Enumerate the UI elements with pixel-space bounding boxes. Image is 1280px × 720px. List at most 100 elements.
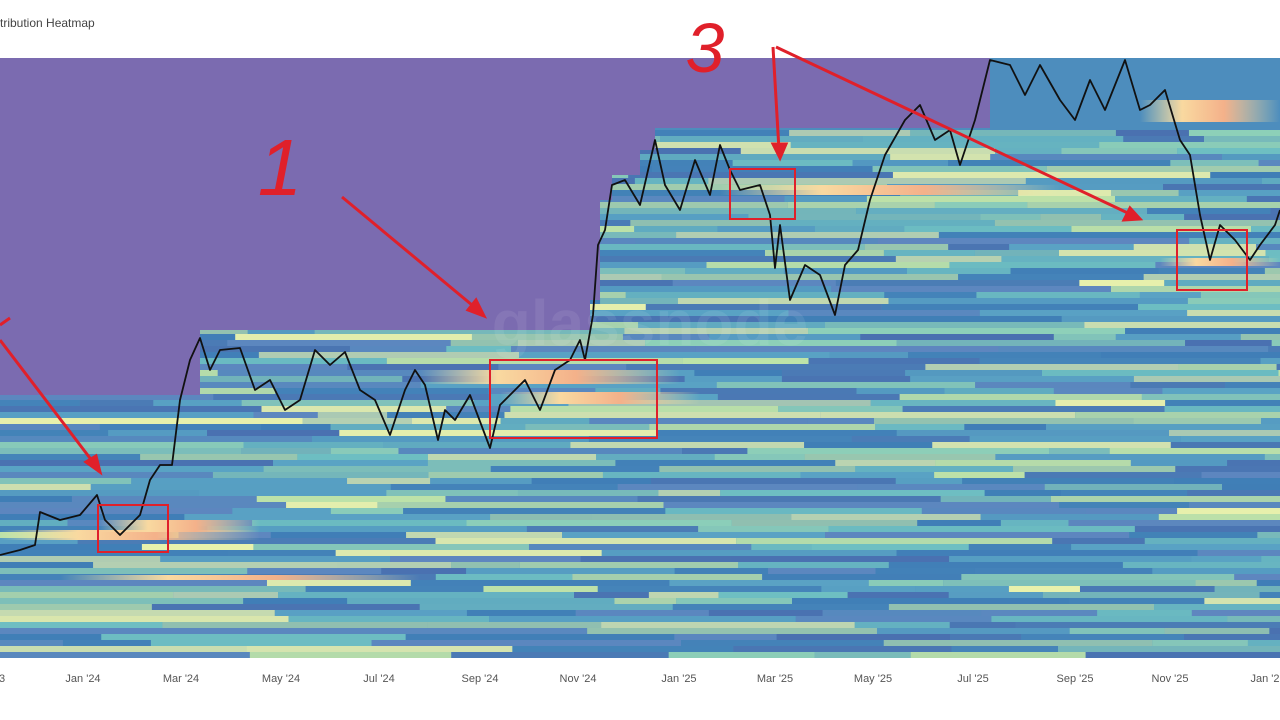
- heat-band: [720, 490, 985, 496]
- heat-band: [347, 364, 499, 370]
- x-tick-label: Jan '25: [661, 673, 696, 685]
- heat-band: [676, 232, 939, 238]
- heat-band: [717, 394, 900, 400]
- heat-band: [1187, 298, 1280, 304]
- heat-band: [0, 622, 163, 628]
- heat-band: [1021, 634, 1185, 640]
- heat-band: [718, 592, 848, 598]
- annotation-fragment: [0, 316, 11, 327]
- heat-band: [790, 142, 1100, 148]
- heat-band: [377, 502, 664, 508]
- heat-band: [528, 544, 752, 550]
- heat-band: [1147, 208, 1271, 214]
- heat-band: [571, 238, 636, 244]
- heat-band: [951, 646, 1059, 652]
- heat-band: [1204, 136, 1280, 142]
- highlight-boxes: [97, 168, 1248, 553]
- heat-band: [1178, 190, 1280, 196]
- heat-band: [141, 544, 254, 550]
- heat-band: [1041, 370, 1279, 376]
- x-tick-label: Sep '24: [462, 673, 499, 685]
- heat-band: [0, 496, 72, 502]
- heat-band: [1111, 190, 1179, 196]
- heat-band: [228, 550, 336, 556]
- heat-band: [658, 490, 721, 496]
- heat-band: [831, 286, 1111, 292]
- x-tick-label: Sep '25: [1057, 673, 1094, 685]
- heat-band: [694, 370, 782, 376]
- heat-band: [948, 244, 1010, 250]
- heat-band: [519, 562, 739, 568]
- heat-band: [630, 220, 771, 226]
- heat-band: [976, 292, 1140, 298]
- heat-band: [1258, 160, 1280, 166]
- heat-band: [896, 430, 1170, 436]
- heat-band: [199, 490, 387, 496]
- heat-band: [0, 394, 214, 400]
- heat-band: [0, 484, 91, 490]
- heat-band: [571, 208, 857, 214]
- heat-band: [876, 628, 1070, 634]
- heat-band: [1068, 520, 1280, 526]
- heat-band: [1185, 340, 1272, 346]
- heat-band: [866, 196, 1116, 202]
- heat-band: [1133, 244, 1257, 250]
- heat-band: [1201, 472, 1280, 478]
- heat-band: [235, 334, 472, 340]
- heat-band: [895, 256, 1002, 262]
- heat-band: [0, 400, 80, 406]
- heat-band: [260, 424, 331, 430]
- heat-band: [243, 442, 384, 448]
- heat-band: [789, 130, 911, 136]
- heat-band: [730, 556, 950, 562]
- heat-band: [0, 604, 152, 610]
- arrow: [775, 45, 1133, 217]
- heat-band: [868, 580, 944, 586]
- heat-band: [510, 406, 779, 412]
- heat-band: [302, 418, 413, 424]
- heat-band: [588, 436, 852, 442]
- heat-band: [349, 346, 447, 352]
- heat-band: [1259, 592, 1280, 598]
- heat-band: [446, 346, 512, 352]
- heat-band: [488, 388, 596, 394]
- heat-band: [872, 166, 1047, 172]
- heat-band: [1079, 586, 1215, 592]
- heat-band: [212, 472, 429, 478]
- heat-band: [1210, 172, 1280, 178]
- heat-band: [645, 304, 882, 310]
- heat-band: [237, 538, 436, 544]
- heat-band: [835, 460, 936, 466]
- heat-band: [1260, 358, 1280, 364]
- heat-band: [93, 562, 338, 568]
- heat-band: [0, 544, 142, 550]
- heat-band: [1049, 448, 1110, 454]
- arrow: [771, 46, 781, 151]
- heat-band: [1188, 130, 1280, 136]
- heat-band: [821, 586, 916, 592]
- heat-band: [466, 520, 732, 526]
- heat-band: [614, 598, 677, 604]
- heat-band: [478, 196, 785, 202]
- heat-band: [490, 466, 660, 472]
- heat-band: [1256, 244, 1280, 250]
- heat-band: [685, 268, 784, 274]
- heat-band: [232, 508, 331, 514]
- heat-band: [1052, 538, 1145, 544]
- heat-band: [1008, 586, 1080, 592]
- heat-band: [398, 448, 683, 454]
- heat-band: [1013, 466, 1176, 472]
- heat-band: [227, 340, 451, 346]
- heat-band: [864, 244, 949, 250]
- heat-band: [998, 346, 1269, 352]
- heat-band: [1071, 544, 1280, 550]
- highlight-box: [489, 359, 658, 439]
- heat-band: [0, 652, 250, 658]
- heat-band: [1061, 316, 1280, 322]
- heat-band: [948, 592, 1043, 598]
- heat-band: [405, 634, 675, 640]
- heat-band: [944, 388, 1054, 394]
- x-tick-label: Nov '25: [1152, 673, 1189, 685]
- price-line: [0, 59, 1280, 556]
- heat-band: [71, 496, 257, 502]
